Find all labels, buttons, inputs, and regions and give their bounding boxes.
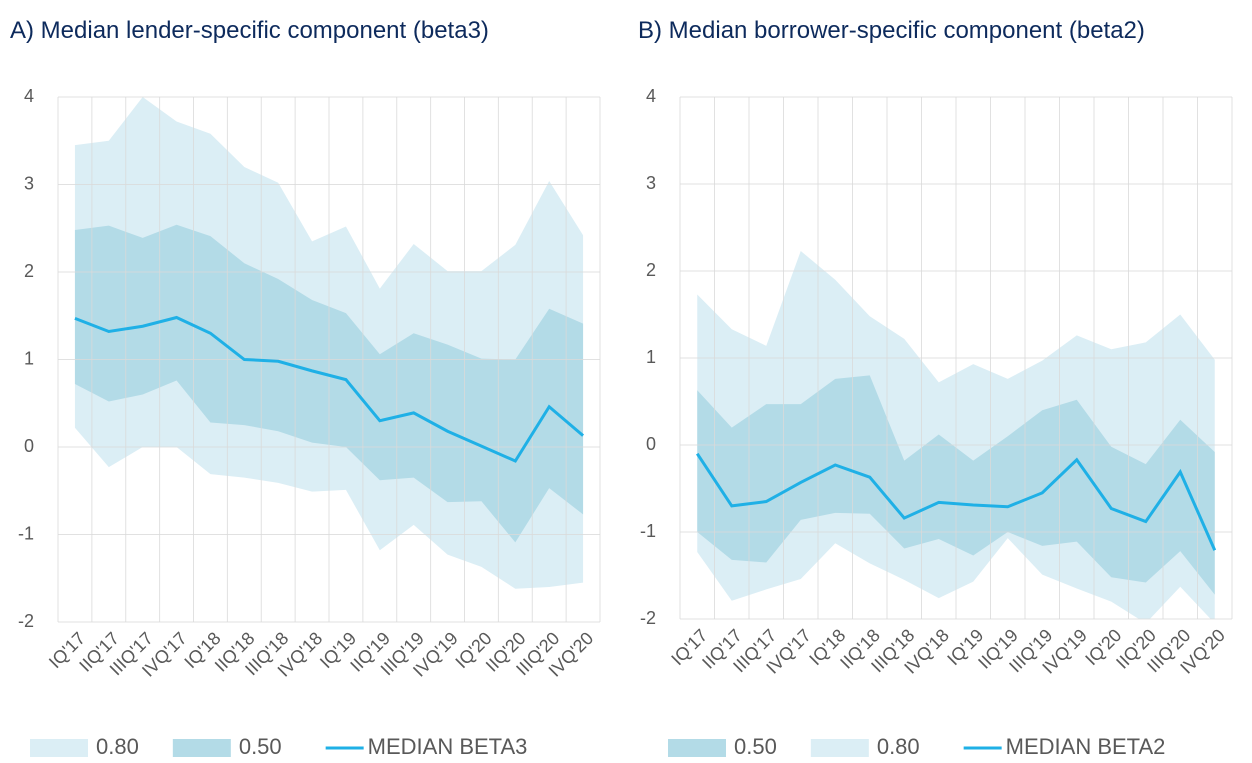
chart-title: B) Median borrower-specific component (b… bbox=[638, 17, 1145, 44]
y-tick-label: 3 bbox=[646, 173, 656, 193]
y-tick-label: 2 bbox=[646, 260, 656, 280]
y-tick-label: 4 bbox=[646, 86, 656, 106]
median-line bbox=[695, 452, 1217, 551]
y-tick-label: -1 bbox=[640, 521, 656, 541]
y-tick-label: 1 bbox=[646, 347, 656, 367]
legend-label: MEDIAN BETA3 bbox=[368, 734, 528, 759]
y-tick-label: -2 bbox=[18, 611, 34, 631]
y-tick-label: 0 bbox=[646, 434, 656, 454]
y-tick-label: 0 bbox=[24, 436, 34, 456]
median-line bbox=[74, 315, 585, 463]
legend-swatch bbox=[810, 739, 869, 757]
y-tick-label: 4 bbox=[24, 86, 34, 106]
chart-title: A) Median lender-specific component (bet… bbox=[10, 17, 489, 44]
legend-label: 0.80 bbox=[877, 734, 920, 759]
legend-label: MEDIAN BETA2 bbox=[1006, 734, 1166, 759]
y-tick-label: 2 bbox=[24, 261, 34, 281]
y-tick-label: 3 bbox=[24, 173, 34, 193]
legend-label: 0.50 bbox=[734, 734, 777, 759]
y-tick-label: -1 bbox=[18, 523, 34, 543]
legend-label: 0.80 bbox=[96, 734, 139, 759]
y-tick-label: -2 bbox=[640, 608, 656, 628]
legend-swatch bbox=[30, 739, 88, 757]
y-tick-label: 1 bbox=[24, 348, 34, 368]
legend-swatch bbox=[668, 739, 726, 757]
legend-swatch bbox=[172, 739, 231, 757]
legend-label: 0.50 bbox=[239, 734, 282, 759]
